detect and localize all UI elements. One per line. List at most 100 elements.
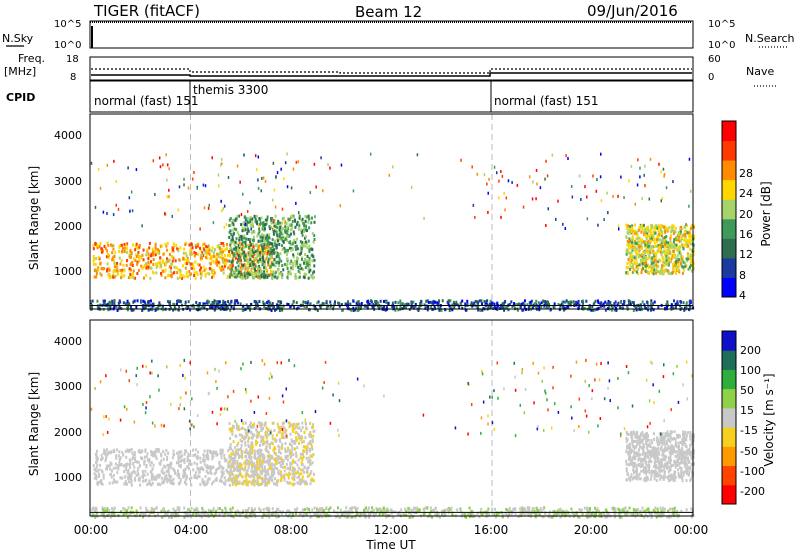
data-cell	[210, 263, 212, 266]
data-cell	[224, 226, 226, 229]
data-cell	[263, 243, 265, 246]
data-cell	[357, 301, 359, 304]
data-cell	[302, 300, 304, 303]
data-cell	[233, 248, 235, 251]
data-cell	[286, 276, 288, 279]
data-cell	[241, 213, 243, 216]
data-cell	[385, 301, 387, 304]
data-cell	[107, 244, 109, 247]
data-cell	[193, 267, 195, 270]
data-cell	[483, 300, 485, 303]
data-cell	[306, 468, 308, 471]
data-cell	[278, 431, 280, 434]
data-cell	[666, 186, 668, 189]
data-cell	[109, 468, 111, 471]
data-cell	[172, 456, 174, 459]
data-cell	[134, 460, 136, 463]
data-cell	[252, 474, 254, 477]
data-cell	[264, 263, 266, 266]
data-cell	[109, 451, 111, 454]
data-cell	[641, 268, 643, 271]
data-cell	[232, 450, 234, 453]
data-cell	[245, 254, 247, 257]
data-cell	[473, 302, 475, 305]
data-cell	[262, 436, 264, 439]
data-cell	[636, 248, 638, 251]
data-cell	[245, 462, 247, 465]
data-cell	[276, 255, 278, 258]
data-cell	[242, 252, 244, 255]
data-cell	[609, 302, 611, 305]
data-cell	[643, 241, 645, 244]
data-cell	[288, 421, 290, 424]
data-cell	[205, 268, 207, 271]
data-cell	[136, 263, 138, 266]
data-cell	[136, 272, 138, 275]
data-cell	[240, 276, 242, 279]
data-cell	[273, 469, 275, 472]
data-cell	[125, 456, 127, 459]
data-cell	[572, 196, 574, 199]
data-cell	[256, 429, 258, 432]
data-cell	[250, 456, 252, 459]
data-cell	[314, 163, 316, 166]
data-cell	[291, 463, 293, 466]
data-cell	[228, 224, 230, 227]
data-cell	[162, 253, 164, 256]
data-cell	[122, 454, 124, 457]
data-cell	[498, 196, 500, 199]
data-cell	[113, 269, 115, 272]
data-cell	[206, 253, 208, 256]
data-cell	[175, 244, 177, 247]
data-cell	[305, 266, 307, 269]
data-cell	[119, 257, 121, 260]
data-cell	[293, 230, 295, 233]
data-cell	[291, 214, 293, 217]
data-cell	[111, 251, 113, 254]
data-cell	[239, 244, 241, 247]
data-cell	[370, 299, 372, 302]
data-cell	[264, 223, 266, 226]
data-cell	[226, 243, 228, 246]
data-cell	[238, 239, 240, 242]
data-cell	[420, 300, 422, 303]
data-cell	[93, 244, 95, 247]
data-cell	[632, 263, 634, 266]
data-cell	[134, 477, 136, 480]
data-cell	[215, 468, 217, 471]
data-cell	[309, 440, 311, 443]
data-cell	[656, 238, 658, 241]
data-cell	[262, 455, 264, 458]
data-cell	[636, 233, 638, 236]
data-cell	[270, 251, 272, 254]
data-cell	[242, 193, 244, 196]
data-cell	[682, 247, 684, 250]
data-cell	[279, 233, 281, 236]
data-cell	[313, 238, 315, 241]
data-cell	[221, 158, 223, 161]
data-cell	[129, 466, 131, 469]
data-cell	[166, 179, 168, 182]
data-cell	[647, 257, 649, 260]
data-cell	[307, 246, 309, 249]
data-cell	[106, 448, 108, 451]
data-cell	[271, 217, 273, 220]
data-cell	[277, 261, 279, 264]
data-cell	[263, 176, 265, 179]
data-cell	[177, 469, 179, 472]
data-cell	[511, 181, 513, 184]
data-cell	[266, 276, 268, 279]
data-cell	[222, 467, 224, 470]
data-cell	[99, 464, 101, 467]
data-cell	[284, 229, 286, 232]
data-cell	[538, 301, 540, 304]
data-cell	[287, 273, 289, 276]
data-cell	[636, 271, 638, 274]
colorbar-swatch	[722, 180, 736, 200]
data-cell	[683, 239, 685, 242]
data-cell	[257, 249, 259, 252]
data-cell	[242, 422, 244, 425]
data-cell	[639, 167, 641, 170]
data-cell	[232, 264, 234, 267]
data-cell	[123, 470, 125, 473]
